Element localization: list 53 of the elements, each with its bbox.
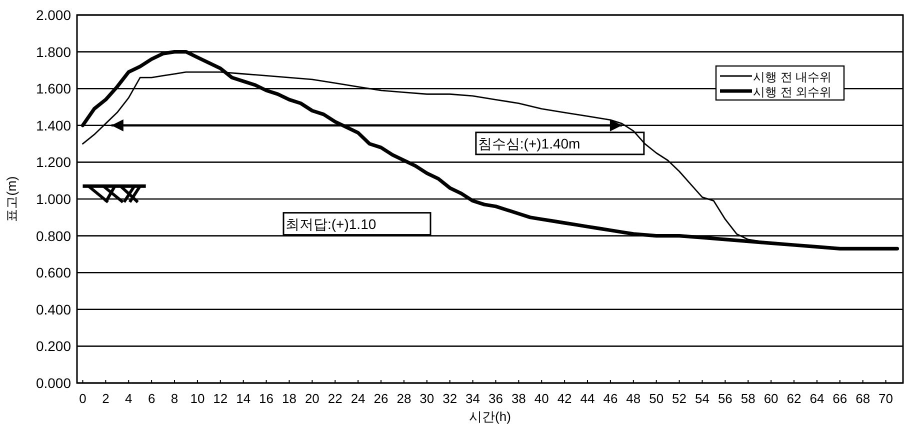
x-tick-label: 60 <box>764 391 778 406</box>
x-tick-label: 34 <box>466 391 480 406</box>
x-tick-label: 42 <box>557 391 572 406</box>
x-tick-label: 2 <box>102 391 110 406</box>
x-tick-label: 54 <box>695 391 710 406</box>
annotation: 최저답:(+)1.10 <box>286 216 376 232</box>
x-tick-label: 36 <box>488 391 503 406</box>
y-tick-label: 0.800 <box>36 228 72 244</box>
x-tick-label: 14 <box>236 391 251 406</box>
x-tick-label: 20 <box>304 391 320 406</box>
x-tick-label: 32 <box>442 391 458 406</box>
x-tick-label: 52 <box>672 391 687 406</box>
x-tick-label: 50 <box>649 391 664 406</box>
x-tick-label: 40 <box>534 391 549 406</box>
y-tick-label: 1.000 <box>36 191 72 207</box>
x-tick-label: 62 <box>786 391 802 406</box>
legend-label: 시행 전 외수위 <box>753 85 832 99</box>
x-tick-label: 24 <box>350 391 366 406</box>
y-tick-label: 1.600 <box>36 80 72 97</box>
x-tick-label: 8 <box>170 391 178 406</box>
x-tick-label: 10 <box>190 391 205 406</box>
x-tick-label: 70 <box>878 391 894 406</box>
x-tick-label: 56 <box>718 391 732 406</box>
x-tick-label: 66 <box>832 391 848 406</box>
y-tick-label: 1.800 <box>36 44 72 60</box>
y-tick-label: 1.400 <box>36 117 72 134</box>
x-tick-label: 64 <box>810 391 824 406</box>
annotation: 침수심:(+)1.40m <box>478 135 580 152</box>
legend-label: 시행 전 내수위 <box>753 70 832 84</box>
x-tick-label: 68 <box>856 391 870 406</box>
x-tick-label: 48 <box>626 391 641 406</box>
x-tick-label: 6 <box>148 391 156 406</box>
y-tick-label: 0.000 <box>36 375 72 391</box>
x-tick-label: 22 <box>328 391 342 406</box>
x-tick-label: 46 <box>603 391 618 406</box>
x-tick-label: 4 <box>125 391 132 406</box>
x-tick-label: 16 <box>259 391 274 406</box>
y-tick-label: 0.600 <box>36 264 72 281</box>
x-tick-label: 12 <box>213 391 228 406</box>
x-tick-label: 0 <box>79 391 86 406</box>
x-tick-label: 30 <box>420 391 434 406</box>
x-tick-label: 28 <box>396 391 412 406</box>
y-tick-label: 1.200 <box>36 154 72 170</box>
x-tick-label: 38 <box>511 391 526 406</box>
x-tick-label: 44 <box>580 391 595 406</box>
y-tick-label: 0.400 <box>36 301 72 318</box>
y-tick-label: 2.000 <box>36 7 72 23</box>
x-axis-title: 시간(h) <box>469 409 511 424</box>
x-tick-label: 18 <box>282 391 296 406</box>
x-tick-label: 58 <box>740 391 756 406</box>
y-tick-label: 0.200 <box>36 338 72 354</box>
x-tick-label: 26 <box>374 391 388 406</box>
y-axis-title: 표고(m) <box>4 176 19 222</box>
